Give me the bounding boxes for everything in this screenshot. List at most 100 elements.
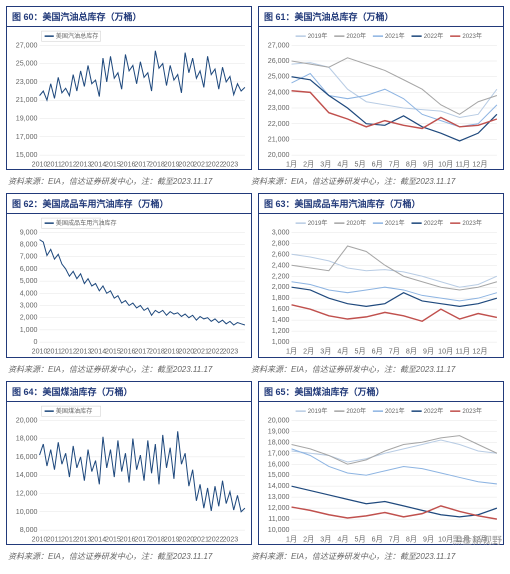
watermark: 黑金新视野 xyxy=(452,532,502,547)
svg-text:8月: 8月 xyxy=(406,160,417,168)
svg-text:2,000: 2,000 xyxy=(20,314,38,322)
svg-text:11,000: 11,000 xyxy=(268,515,289,523)
chart-area: 1,0001,2001,4001,6001,8002,0002,2002,400… xyxy=(259,214,503,356)
svg-text:10月: 10月 xyxy=(438,160,453,168)
svg-text:2015: 2015 xyxy=(105,348,121,356)
svg-text:2023年: 2023年 xyxy=(462,32,482,40)
svg-text:2021年: 2021年 xyxy=(385,220,405,228)
svg-text:1,200: 1,200 xyxy=(272,327,290,335)
svg-text:3,000: 3,000 xyxy=(20,302,38,310)
chart-title: 图 65：美国煤油库存（万桶） xyxy=(259,382,503,402)
svg-text:1月: 1月 xyxy=(286,535,297,543)
c63-svg: 1,0001,2001,4001,6001,8002,0002,2002,400… xyxy=(259,214,503,356)
svg-text:27,000: 27,000 xyxy=(16,41,38,49)
svg-text:2014: 2014 xyxy=(90,348,106,356)
svg-text:10,000: 10,000 xyxy=(268,526,290,534)
svg-text:16,000: 16,000 xyxy=(16,453,38,461)
svg-text:2010: 2010 xyxy=(32,348,48,356)
svg-text:10月: 10月 xyxy=(438,348,453,356)
svg-text:9月: 9月 xyxy=(423,348,434,356)
svg-text:6,000: 6,000 xyxy=(20,265,38,273)
chart-panel-c65: 图 65：美国煤油库存（万桶）10,00011,00012,00013,0001… xyxy=(258,381,504,545)
svg-text:2022: 2022 xyxy=(208,535,224,543)
svg-text:2,800: 2,800 xyxy=(272,240,290,248)
svg-text:2023: 2023 xyxy=(222,535,238,543)
chart-title: 图 64：美国煤油库存（万桶） xyxy=(7,382,251,402)
svg-text:1,000: 1,000 xyxy=(20,326,38,334)
svg-text:2023年: 2023年 xyxy=(462,220,482,228)
svg-text:2013: 2013 xyxy=(76,160,92,168)
svg-text:2022年: 2022年 xyxy=(424,220,444,228)
svg-text:12,000: 12,000 xyxy=(16,489,38,497)
svg-text:12月: 12月 xyxy=(472,348,487,356)
svg-text:3月: 3月 xyxy=(320,160,331,168)
svg-text:14,000: 14,000 xyxy=(16,471,38,479)
svg-text:2020: 2020 xyxy=(178,348,194,356)
svg-text:5月: 5月 xyxy=(355,348,366,356)
svg-text:16,000: 16,000 xyxy=(268,460,290,468)
svg-text:2020: 2020 xyxy=(178,535,194,543)
chart-panel-c62: 图 62：美国成品车用汽油库存（万桶）01,0002,0003,0004,000… xyxy=(6,193,252,357)
svg-text:21,000: 21,000 xyxy=(16,96,38,104)
svg-text:10月: 10月 xyxy=(438,535,453,543)
svg-text:24,000: 24,000 xyxy=(268,88,290,96)
svg-text:6月: 6月 xyxy=(372,535,383,543)
svg-text:2010: 2010 xyxy=(32,535,48,543)
svg-text:10,000: 10,000 xyxy=(16,507,38,515)
chart-panel-c61: 图 61：美国汽油总库存（万桶）20,00021,00022,00023,000… xyxy=(258,6,504,170)
c64-svg: 8,00010,00012,00014,00016,00018,00020,00… xyxy=(7,402,251,544)
svg-text:2016: 2016 xyxy=(120,535,136,543)
svg-text:2020: 2020 xyxy=(178,160,194,168)
svg-text:18,000: 18,000 xyxy=(268,438,290,446)
svg-text:27,000: 27,000 xyxy=(268,41,290,49)
svg-text:4月: 4月 xyxy=(337,535,348,543)
svg-text:2017: 2017 xyxy=(134,160,150,168)
svg-text:2019年: 2019年 xyxy=(308,407,328,415)
svg-text:2010: 2010 xyxy=(32,160,48,168)
svg-text:20,000: 20,000 xyxy=(16,416,38,424)
svg-text:2019: 2019 xyxy=(164,160,180,168)
svg-text:美国汽油总库存: 美国汽油总库存 xyxy=(56,32,99,40)
svg-text:2015: 2015 xyxy=(105,160,121,168)
svg-text:25,000: 25,000 xyxy=(268,73,290,81)
chart-title: 图 62：美国成品车用汽油库存（万桶） xyxy=(7,194,251,214)
svg-text:8,000: 8,000 xyxy=(20,241,38,249)
svg-text:7月: 7月 xyxy=(389,348,400,356)
svg-text:2018: 2018 xyxy=(149,348,165,356)
svg-text:7月: 7月 xyxy=(389,160,400,168)
svg-text:3月: 3月 xyxy=(320,535,331,543)
c62-svg: 01,0002,0003,0004,0005,0006,0007,0008,00… xyxy=(7,214,251,356)
chart-area: 8,00010,00012,00014,00016,00018,00020,00… xyxy=(7,402,251,544)
svg-text:4月: 4月 xyxy=(337,348,348,356)
chart-title: 图 63：美国成品车用汽油库存（万桶） xyxy=(259,194,503,214)
svg-text:17,000: 17,000 xyxy=(268,449,290,457)
svg-text:19,000: 19,000 xyxy=(16,115,38,123)
svg-text:2月: 2月 xyxy=(303,160,314,168)
svg-text:22,000: 22,000 xyxy=(268,120,290,128)
source-note: 资料来源：EIA，信达证券研发中心，注：截至2023.11.17资料来源：EIA… xyxy=(6,549,504,568)
svg-text:2020年: 2020年 xyxy=(346,220,366,228)
svg-text:8月: 8月 xyxy=(406,535,417,543)
svg-text:2017: 2017 xyxy=(134,348,150,356)
chart-area: 15,00017,00019,00021,00023,00025,00027,0… xyxy=(7,27,251,169)
svg-text:2012: 2012 xyxy=(61,348,77,356)
c65-svg: 10,00011,00012,00013,00014,00015,00016,0… xyxy=(259,402,503,544)
svg-text:1,800: 1,800 xyxy=(272,295,290,303)
svg-text:2015: 2015 xyxy=(105,535,121,543)
svg-text:7月: 7月 xyxy=(389,535,400,543)
svg-text:1月: 1月 xyxy=(286,348,297,356)
svg-text:1月: 1月 xyxy=(286,160,297,168)
svg-text:2019年: 2019年 xyxy=(308,220,328,228)
chart-area: 10,00011,00012,00013,00014,00015,00016,0… xyxy=(259,402,503,544)
svg-text:2022年: 2022年 xyxy=(424,32,444,40)
svg-text:11月: 11月 xyxy=(456,160,471,168)
svg-text:美国成品车用汽油库存: 美国成品车用汽油库存 xyxy=(56,220,117,228)
svg-text:2022年: 2022年 xyxy=(424,407,444,415)
svg-text:2月: 2月 xyxy=(303,535,314,543)
svg-text:2016: 2016 xyxy=(120,160,136,168)
svg-text:2月: 2月 xyxy=(303,348,314,356)
svg-text:2022: 2022 xyxy=(208,160,224,168)
svg-text:4月: 4月 xyxy=(337,160,348,168)
c61-svg: 20,00021,00022,00023,00024,00025,00026,0… xyxy=(259,27,503,169)
chart-panel-c60: 图 60：美国汽油总库存（万桶）15,00017,00019,00021,000… xyxy=(6,6,252,170)
